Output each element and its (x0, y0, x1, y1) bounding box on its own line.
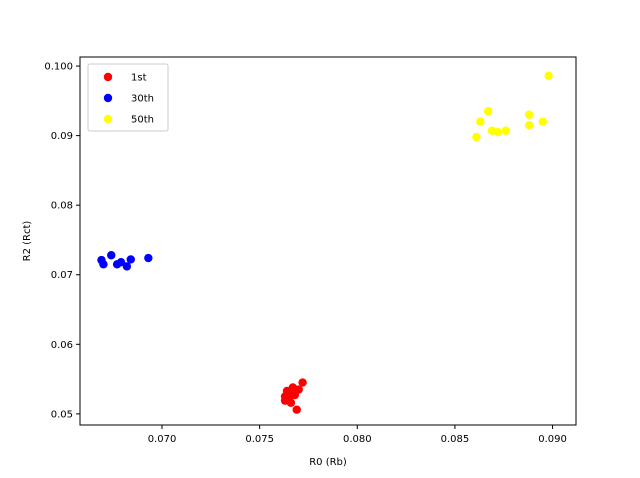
data-point (493, 127, 503, 137)
data-point (501, 126, 510, 135)
y-tick-label: 0.07 (51, 270, 73, 281)
data-point (107, 251, 116, 260)
legend-marker (103, 72, 113, 82)
y-axis-label: R2 (Rct) (22, 221, 33, 262)
data-point (538, 117, 548, 126)
y-tick-label: 0.05 (51, 409, 73, 420)
y-tick-label: 0.09 (51, 131, 73, 142)
x-tick-label: 0.075 (245, 434, 274, 445)
y-tick-label: 0.08 (51, 201, 73, 212)
data-point (292, 405, 301, 414)
legend-entries: 1st 30th 50th (103, 72, 154, 126)
data-point (476, 117, 485, 126)
x-tick-label: 0.070 (148, 434, 177, 445)
legend-label: 30th (131, 94, 154, 105)
series-50th-points (472, 71, 553, 142)
data-point (483, 107, 493, 116)
data-point (286, 398, 296, 407)
data-points (97, 71, 553, 414)
data-point (298, 378, 307, 387)
legend-label: 1st (131, 73, 147, 84)
y-tick-label: 0.100 (44, 62, 73, 73)
legend-marker (103, 114, 113, 124)
data-point (144, 253, 153, 263)
data-point (524, 110, 534, 119)
y-axis-ticks: 0.05 0.06 0.07 0.08 0.09 0.100 (44, 62, 80, 420)
x-axis-ticks: 0.070 0.075 0.080 0.085 0.090 (148, 425, 567, 445)
data-point (472, 132, 481, 142)
data-point (524, 120, 534, 130)
legend-label: 50th (131, 115, 154, 126)
plot-frame (79, 56, 577, 426)
x-tick-label: 0.090 (538, 434, 567, 445)
data-point (126, 255, 135, 264)
y-tick-label: 0.06 (51, 340, 73, 351)
data-point (122, 262, 132, 271)
x-tick-label: 0.080 (343, 434, 372, 445)
series-30th-points (97, 251, 153, 271)
data-point (544, 71, 553, 80)
x-axis-label: R0 (Rb) (309, 457, 347, 468)
data-point (116, 258, 126, 267)
data-point (99, 260, 108, 269)
x-tick-label: 0.085 (441, 434, 470, 445)
legend-marker (103, 93, 113, 103)
series-1st-points (280, 378, 307, 414)
legend-box (87, 63, 169, 132)
legend: 1st 30th 50th (87, 63, 169, 132)
